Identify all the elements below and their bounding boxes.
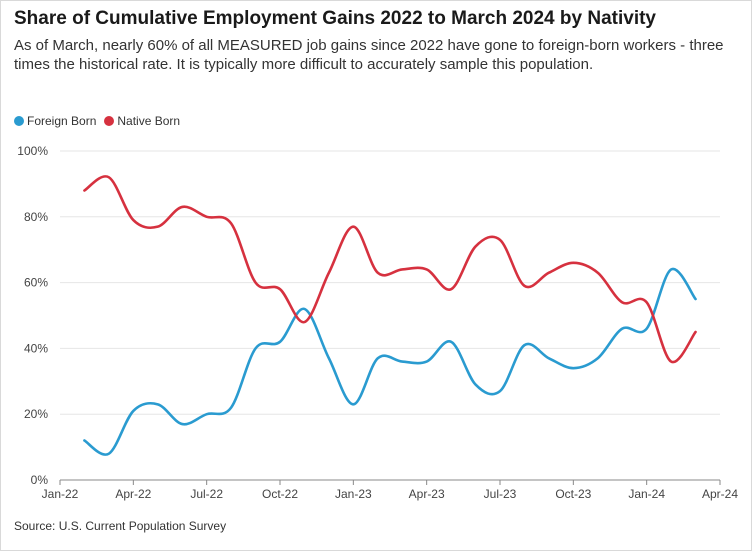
series-line-native-born[interactable]: [83, 175, 697, 364]
x-tick-label: Jan-24: [628, 487, 665, 501]
chart-legend: Foreign Born Native Born: [14, 114, 188, 128]
x-tick-label: Oct-22: [262, 487, 298, 501]
y-tick-label: 80%: [24, 210, 48, 224]
y-axis-tick-labels: 0% 20% 40% 60% 80% 100%: [17, 144, 48, 487]
x-tick-label: Apr-24: [702, 487, 738, 501]
legend-label-native-born: Native Born: [117, 114, 181, 128]
x-tick-label: Jul-23: [484, 487, 517, 501]
x-tick-label: Jul-22: [190, 487, 223, 501]
x-tick-label: Apr-22: [115, 487, 151, 501]
legend-item-foreign-born[interactable]: Foreign Born: [14, 114, 96, 128]
x-tick-label: Apr-23: [409, 487, 445, 501]
legend-item-native-born[interactable]: Native Born: [104, 114, 180, 128]
legend-swatch-foreign-born: [14, 116, 24, 126]
chart-subtitle: As of March, nearly 60% of all MEASURED …: [14, 37, 724, 73]
x-axis-tick-labels: Jan-22 Apr-22 Jul-22 Oct-22 Jan-23 Apr-23 Jul-…: [42, 480, 738, 501]
x-tick-label: Oct-23: [555, 487, 591, 501]
series-lines: [83, 175, 697, 456]
y-tick-label: 20%: [24, 407, 48, 421]
y-tick-label: 100%: [17, 144, 48, 158]
y-tick-label: 60%: [24, 276, 48, 290]
x-tick-label: Jan-23: [335, 487, 372, 501]
x-tick-label: Jan-22: [42, 487, 79, 501]
chart-title: Share of Cumulative Employment Gains 202…: [14, 8, 656, 29]
source-note: Source: U.S. Current Population Survey: [14, 519, 227, 533]
y-tick-label: 40%: [24, 341, 48, 355]
legend-label-foreign-born: Foreign Born: [27, 114, 97, 128]
y-tick-label: 0%: [31, 473, 49, 487]
legend-swatch-native-born: [104, 116, 115, 126]
grid-lines: [60, 150, 720, 415]
series-line-foreign-born[interactable]: [83, 267, 697, 456]
